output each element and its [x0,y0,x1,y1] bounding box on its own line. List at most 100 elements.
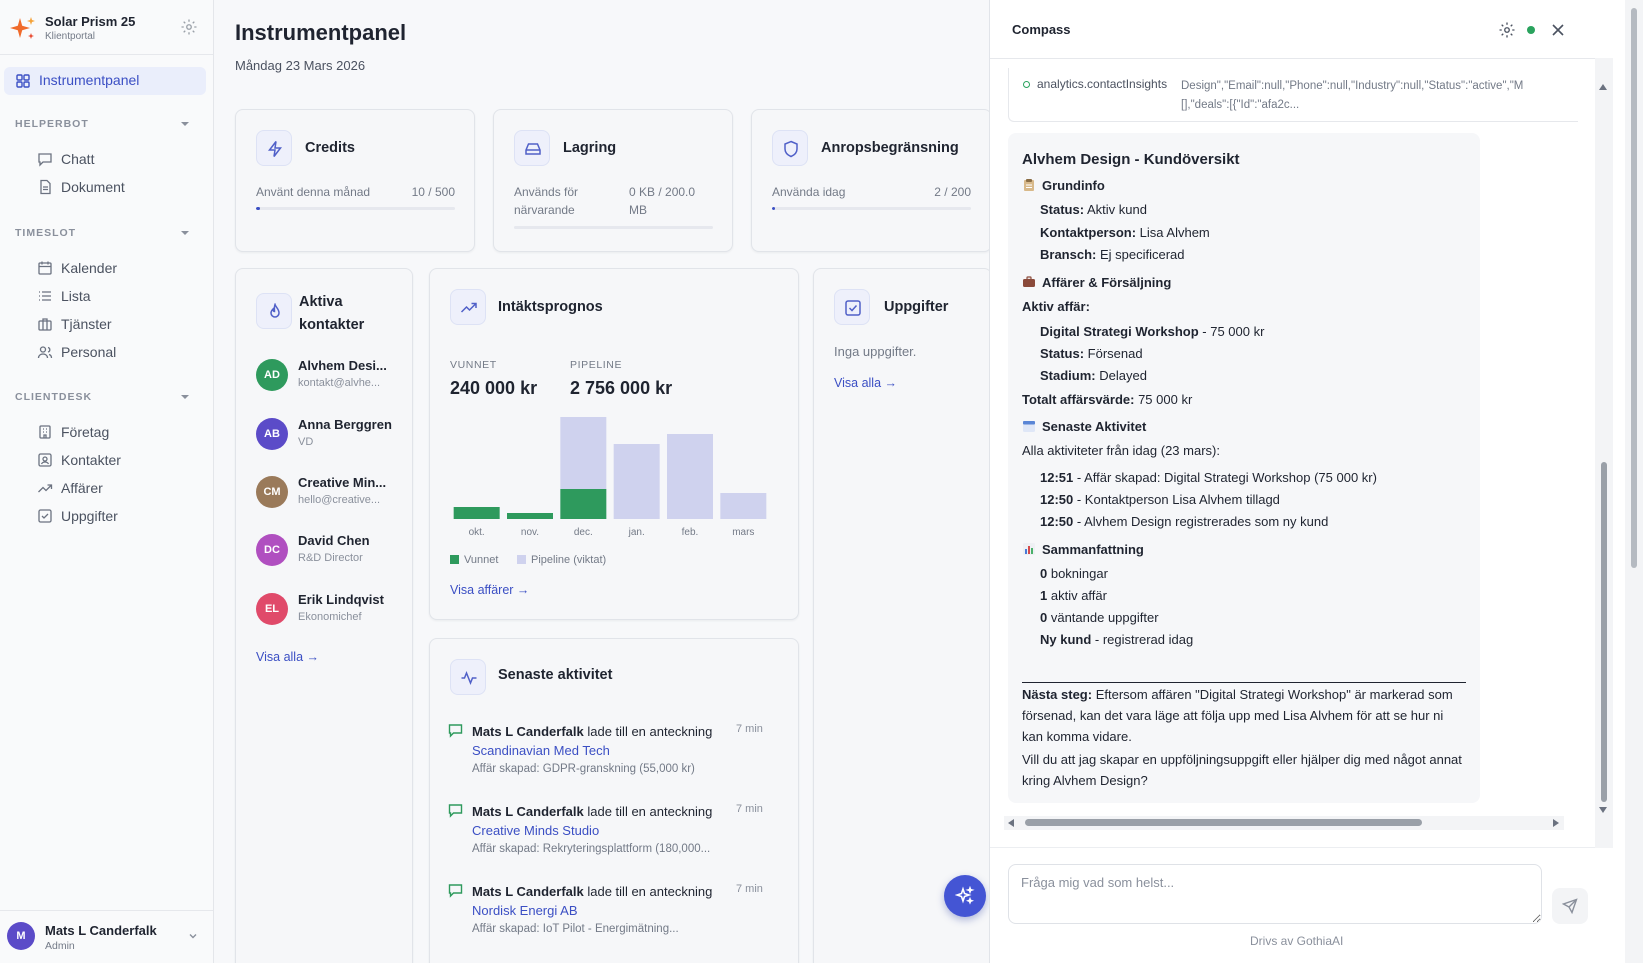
bar-pipeline-viktat--3[interactable] [613,444,660,519]
tool-output: Design","Email":null,"Phone":null,"Indus… [1181,80,1524,111]
calendar-icon [1023,421,1035,432]
trend-up-icon [460,302,477,313]
list-icon [39,291,51,301]
bar-pipeline-viktat--5[interactable] [720,493,767,519]
pipeline-value: 2 756 000 kr [570,378,673,398]
contact-item[interactable]: AD Alvhem Desi... kontakt@alvhe... [256,355,406,395]
section-heading: Senaste Aktivitet [1022,419,1146,434]
section-heading: Grundinfo [1022,178,1105,193]
section-helperbot[interactable]: HELPERBOT [15,118,89,130]
next-step-text: Nästa steg: Eftersom affären "Digital St… [1022,687,1453,744]
recent-activity-card: Senaste aktivitet Mats L Canderfalk lade… [429,638,799,963]
activity-target-link[interactable]: Nordisk Energi AB [472,903,578,918]
brand-title: Solar Prism 25 [45,14,136,29]
view-deals-link[interactable]: Visa affärer → [450,583,530,597]
stat-value: 0 KB / 200.0 MB [629,185,696,217]
close-icon[interactable] [1550,22,1566,38]
lightning-icon [267,141,283,157]
view-all-tasks-link[interactable]: Visa alla → [834,376,897,390]
contact-sub: kontakt@alvhe... [298,377,381,389]
avatar[interactable]: M [7,922,35,950]
x-tick-label: jan. [628,527,645,538]
closing-question: Vill du att jag skapar en uppföljningsup… [1022,752,1462,788]
section-heading: Sammanfattning [1022,542,1144,557]
bar-vunnet-2[interactable] [560,489,607,519]
activity-target-link[interactable]: Scandinavian Med Tech [472,743,610,758]
panel-title: Compass [1012,22,1071,37]
scroll-down-icon[interactable] [1597,805,1609,815]
chat-icon [38,153,52,167]
send-button[interactable] [1552,888,1588,924]
card-title: Anropsbegränsning [821,140,959,156]
bar-vunnet-1[interactable] [507,513,553,519]
contact-sub: VD [298,436,314,448]
card-title: Uppgifter [884,299,949,315]
contact-name: David Chen [298,533,370,548]
contact-sub: hello@creative... [298,494,381,506]
card-title: Credits [305,140,355,156]
gear-icon[interactable] [180,18,198,36]
chevron-down-icon[interactable] [188,931,198,941]
user-name[interactable]: Mats L Canderfalk [45,923,157,938]
scrollbar-thumb[interactable] [1631,8,1637,568]
vertical-scrollbar[interactable] [1595,58,1613,848]
contact-item[interactable]: AB Anna Berggren VD [256,414,406,454]
scrollbar-thumb[interactable] [1601,462,1607,802]
avatar: DC [256,534,288,566]
comment-icon [448,804,463,818]
storage-card: Lagring Används för närvarande 0 KB / 20… [493,109,733,252]
card-title: Lagring [563,140,617,156]
chevron-down-icon[interactable] [180,119,190,129]
ai-assistant-button[interactable] [944,875,986,917]
page-date: Måndag 23 Mars 2026 [235,58,366,73]
won-value: 240 000 kr [450,378,538,398]
avatar: EL [256,593,288,625]
section-clientdesk[interactable]: CLIENTDESK [15,391,93,403]
trend-up-icon [38,484,53,493]
compass-panel: Compass analytics.contactInsights Design… [989,0,1643,963]
briefcase-icon [1023,276,1035,287]
tasks-card: Uppgifter Inga uppgifter. Visa alla → [813,268,992,963]
activity-item[interactable]: Mats L Canderfalk lade till en antecknin… [448,879,768,949]
avatar: AB [256,418,288,450]
activity-user: Mats L Canderfalk [472,724,584,739]
chevron-down-icon[interactable] [180,228,190,238]
contact-name: Alvhem Desi... [298,358,387,373]
activity-time: 7 min [736,723,763,735]
card-title: Aktiva kontakter [299,294,365,333]
clipboard-icon [1024,179,1034,191]
bar-vunnet-0[interactable] [453,507,500,519]
activity-item[interactable]: Mats L Canderfalk lade till en antecknin… [448,799,768,869]
scroll-left-icon[interactable] [1006,818,1016,828]
credits-card: Credits Använt denna månad 10 / 500 [235,109,475,252]
view-all-contacts-link[interactable]: Visa alla → [256,650,319,664]
legend-pipeline: Pipeline (viktat) [517,554,606,566]
contact-card-icon [38,453,52,467]
brand[interactable]: Solar Prism 25 Klientportal [8,12,206,48]
sidebar: Solar Prism 25 Klientportal Instrumentpa… [0,0,214,963]
activity-user: Mats L Canderfalk [472,804,584,819]
scroll-up-icon[interactable] [1597,82,1609,92]
contact-item[interactable]: CM Creative Min... hello@creative... [256,472,406,512]
tool-name: analytics.contactInsights [1037,77,1168,91]
scrollbar-thumb[interactable] [1025,819,1422,826]
chevron-down-icon[interactable] [180,392,190,402]
calendar-icon [38,261,52,275]
contact-item[interactable]: EL Erik Lindqvist Ekonomichef [256,589,406,629]
tool-call-result[interactable]: analytics.contactInsights Design","Email… [1008,68,1578,122]
section-timeslot[interactable]: TIMESLOT [15,227,77,239]
won-label: VUNNET [450,359,497,371]
revenue-forecast-card: Intäktsprognos VUNNET 240 000 kr PIPELIN… [429,268,799,620]
bar-pipeline-viktat--2[interactable] [560,417,607,489]
activity-target-link[interactable]: Creative Minds Studio [472,823,600,838]
revenue-bar-chart: okt. nov. dec. jan. feb. mars [453,417,767,538]
contact-item[interactable]: DC David Chen R&D Director [256,530,406,570]
hard-drive-icon [525,143,541,155]
bar-pipeline-viktat--4[interactable] [667,434,713,519]
progress-bar [256,207,455,210]
gear-icon[interactable] [1498,21,1516,39]
scroll-right-icon[interactable] [1551,818,1561,828]
activity-item[interactable]: Mats L Canderfalk lade till en antecknin… [448,719,768,789]
chat-input[interactable] [1008,864,1542,924]
sidebar-item-instrumentpanel[interactable]: Instrumentpanel [4,67,206,95]
